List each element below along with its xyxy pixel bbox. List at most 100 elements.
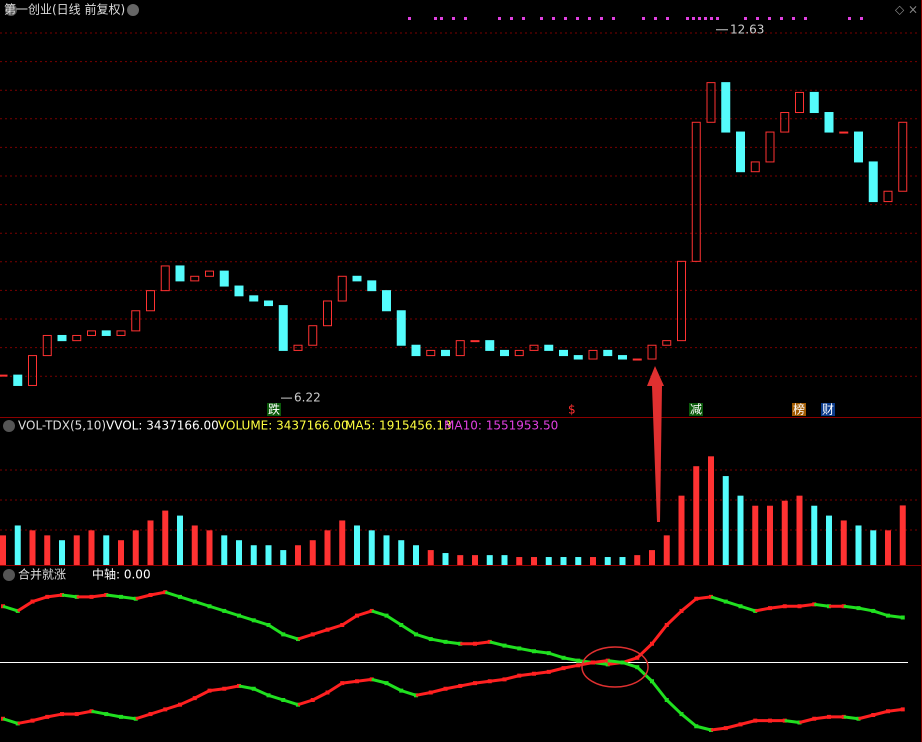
diamond-icon[interactable]: ◇ bbox=[895, 3, 905, 17]
candle bbox=[824, 112, 834, 133]
menu-icon[interactable] bbox=[5, 4, 17, 16]
volume-bar bbox=[442, 553, 449, 565]
candle bbox=[898, 121, 908, 192]
candle bbox=[559, 349, 568, 357]
event-label: 榜 bbox=[793, 402, 805, 417]
indicator-segment bbox=[267, 623, 285, 636]
indicator-segment bbox=[17, 719, 33, 725]
candle bbox=[101, 330, 111, 336]
candle bbox=[146, 290, 155, 312]
indicator-segment bbox=[371, 677, 387, 685]
volume-bar bbox=[619, 557, 626, 565]
candle bbox=[691, 121, 701, 262]
indicator-segment bbox=[843, 604, 859, 610]
indicator-segment bbox=[548, 651, 564, 660]
indicator-segment bbox=[2, 717, 19, 725]
indicator-segment bbox=[91, 593, 107, 599]
indicator-segment bbox=[120, 715, 136, 721]
volume-bar bbox=[413, 545, 419, 565]
close-icon[interactable]: × bbox=[908, 3, 918, 17]
indicator-point bbox=[900, 615, 905, 620]
vvol: VVOL: 3437166.00 bbox=[106, 419, 219, 433]
signal-dot bbox=[434, 17, 437, 20]
volume-bar bbox=[147, 520, 154, 565]
volume-bar bbox=[826, 515, 832, 565]
indicator-segment bbox=[356, 609, 373, 618]
volume-bar bbox=[604, 557, 611, 565]
indicator-segment bbox=[135, 712, 151, 721]
indicator-segment bbox=[135, 593, 151, 601]
candle bbox=[647, 344, 657, 360]
indicator-segment bbox=[297, 632, 314, 641]
candle bbox=[0, 374, 8, 377]
indicator-segment bbox=[32, 595, 48, 603]
volume-label: VOLUME: 3437166.00 bbox=[218, 419, 349, 433]
volume-bar bbox=[265, 545, 272, 565]
signal-dot bbox=[716, 17, 719, 20]
signal-dot bbox=[756, 17, 759, 20]
signal-dot bbox=[552, 17, 555, 20]
candle bbox=[618, 355, 627, 360]
title: 第一创业(日线 前复权) bbox=[4, 2, 125, 17]
indicator-segment bbox=[872, 709, 889, 717]
signal-dot bbox=[452, 17, 455, 20]
candle bbox=[677, 260, 686, 342]
volume-bar bbox=[885, 530, 891, 565]
candle bbox=[603, 349, 613, 357]
signal-dot bbox=[498, 17, 501, 20]
dropdown-icon[interactable] bbox=[127, 4, 139, 16]
candle bbox=[382, 290, 391, 312]
candle bbox=[632, 358, 642, 361]
indicator-segment bbox=[430, 687, 446, 694]
candle bbox=[573, 355, 583, 360]
signal-dot bbox=[704, 17, 707, 20]
volume-bar bbox=[206, 530, 213, 565]
menu-icon[interactable] bbox=[3, 569, 15, 581]
signal-dot bbox=[600, 17, 603, 20]
indicator-segment bbox=[489, 677, 505, 683]
candle bbox=[264, 300, 273, 307]
candle bbox=[736, 131, 745, 173]
signal-dot bbox=[540, 17, 543, 20]
indicator-segment bbox=[799, 602, 815, 608]
indicator-segment bbox=[518, 646, 535, 653]
indicator-segment bbox=[342, 679, 358, 685]
indicator-segment bbox=[474, 679, 490, 685]
candle bbox=[87, 330, 96, 336]
ma5-label: MA5: 1915456.13 bbox=[345, 419, 452, 433]
signal-dot bbox=[780, 17, 783, 20]
vol-name: VOL-TDX(5,10) bbox=[18, 419, 106, 433]
candle bbox=[470, 340, 480, 343]
candle bbox=[131, 310, 141, 332]
volume-bar bbox=[811, 505, 818, 565]
signal-dot bbox=[710, 17, 713, 20]
indicator-segment bbox=[297, 698, 314, 707]
candle bbox=[662, 340, 672, 346]
volume-bar bbox=[368, 530, 375, 565]
volume-bar bbox=[118, 540, 124, 565]
signal-dot bbox=[686, 17, 689, 20]
event-label: 减 bbox=[690, 403, 702, 417]
candle bbox=[455, 340, 465, 357]
menu-icon[interactable] bbox=[3, 420, 15, 432]
candle bbox=[293, 344, 303, 351]
volume-bar bbox=[14, 525, 21, 565]
volume-bar bbox=[236, 540, 242, 565]
indicator-segment bbox=[563, 656, 579, 663]
volume-bar bbox=[752, 505, 759, 565]
candle bbox=[160, 265, 170, 292]
indicator-segment bbox=[327, 623, 343, 632]
signal-dot bbox=[804, 17, 807, 20]
volume-bar bbox=[324, 530, 331, 565]
indicator-segment bbox=[519, 672, 535, 678]
indicator-segment bbox=[400, 689, 417, 697]
indicator-segment bbox=[548, 666, 564, 674]
indicator-segment bbox=[312, 628, 328, 636]
indicator-point bbox=[900, 707, 905, 712]
indicator-segment bbox=[150, 590, 166, 597]
indicator-segment bbox=[577, 661, 594, 667]
volume-bar bbox=[221, 535, 228, 565]
indicator-segment bbox=[282, 698, 299, 707]
event-badge bbox=[821, 403, 835, 416]
